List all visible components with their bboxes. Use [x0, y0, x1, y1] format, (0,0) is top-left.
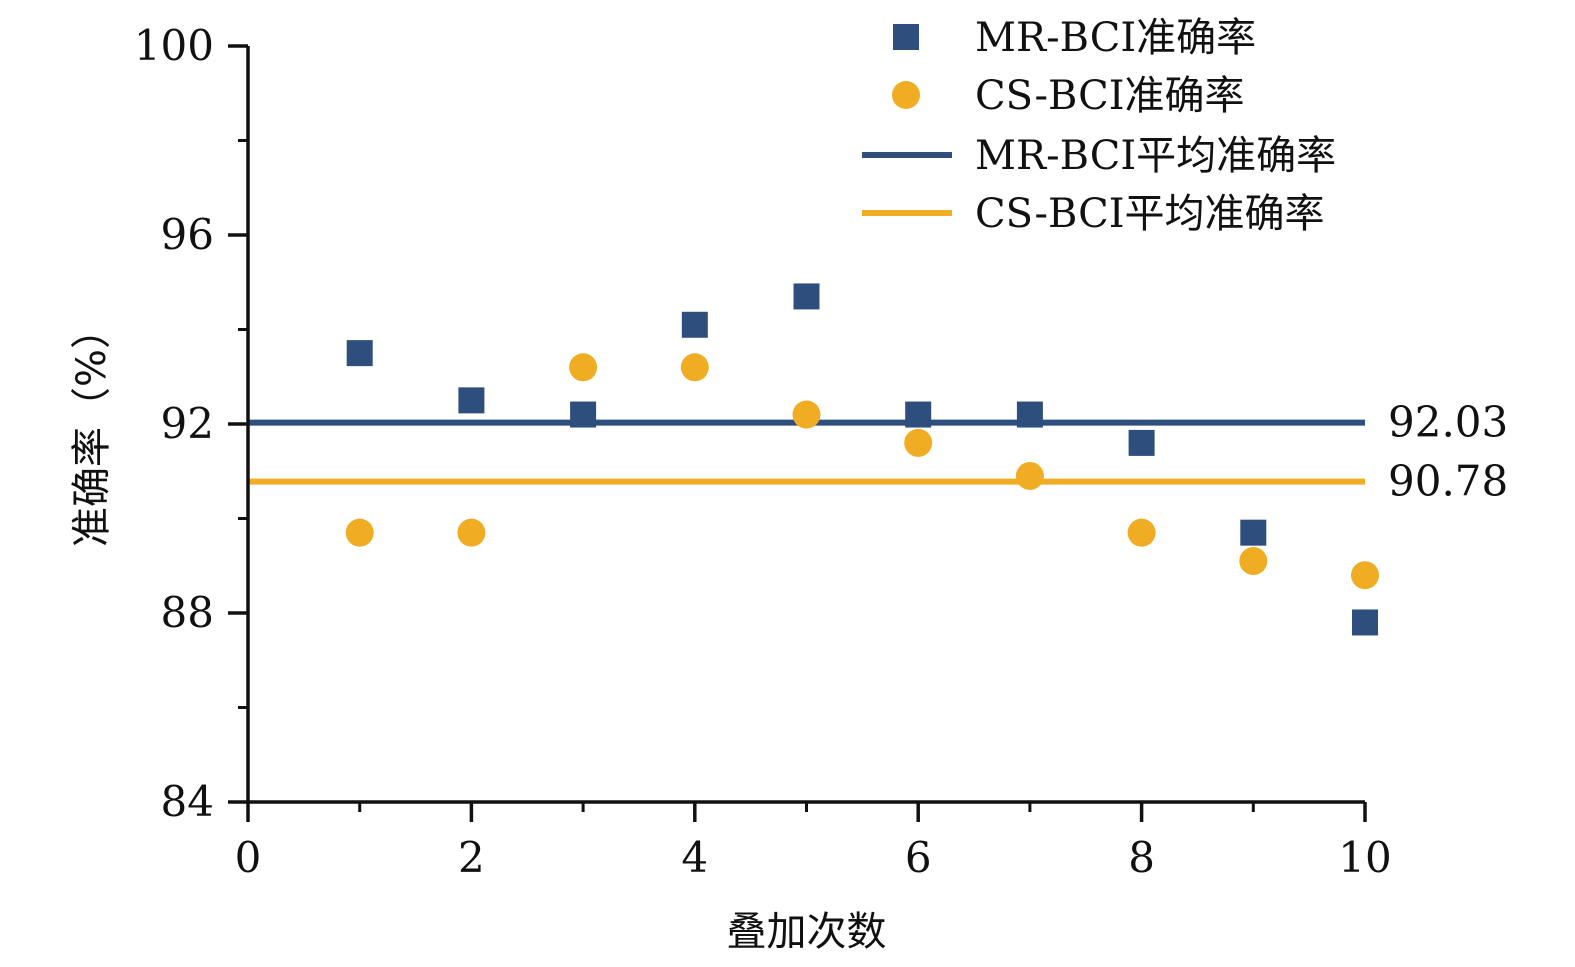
- y-tick-label: 84: [161, 777, 214, 826]
- mr-bci-point: [1016, 401, 1043, 428]
- cs-bci-point: [1015, 461, 1044, 490]
- mr-bci-point: [681, 311, 708, 338]
- reference-line-label-1: 90.78: [1388, 457, 1508, 506]
- y-tick-label: 100: [134, 21, 214, 70]
- mr-bci-point: [905, 401, 932, 428]
- mr-bci-point: [1352, 609, 1378, 636]
- legend-cs-bci-accuracy-swatch: [892, 81, 920, 109]
- x-tick-label: 4: [681, 833, 708, 882]
- y-tick-label: 92: [161, 399, 214, 448]
- cs-bci-point: [1239, 547, 1268, 576]
- x-tick-label: 6: [905, 833, 932, 882]
- x-axis-title: 叠加次数: [727, 909, 887, 955]
- mr-bci-point: [346, 340, 373, 367]
- cs-bci-point: [1127, 518, 1156, 547]
- data-points: [345, 283, 1379, 636]
- legend-mr-bci-accuracy-swatch: [893, 24, 919, 50]
- reference-line-label-0: 92.03: [1388, 398, 1508, 447]
- y-axis-title: 准确率（%）: [69, 309, 115, 547]
- x-tick-label: 2: [458, 833, 485, 882]
- mr-bci-point: [1128, 429, 1155, 456]
- x-tick-label: 8: [1128, 833, 1155, 882]
- cs-bci-point: [680, 353, 709, 382]
- legend-mr-bci-mean-label: MR-BCI平均准确率: [975, 133, 1336, 179]
- reference-lines: 92.03 90.78: [248, 398, 1508, 506]
- legend: MR-BCI准确率 CS-BCI准确率 MR-BCI平均准确率 CS-BCI平均准确率: [862, 15, 1336, 237]
- mr-bci-point: [458, 387, 485, 414]
- cs-bci-point: [345, 518, 374, 547]
- legend-mr-bci-accuracy-label: MR-BCI准确率: [975, 15, 1256, 61]
- cs-bci-point: [904, 428, 933, 457]
- axes: 84 88 92 96 100 0 2 4 6 8 10: [134, 21, 1392, 882]
- cs-bci-point: [1351, 561, 1379, 590]
- cs-bci-point: [569, 353, 598, 382]
- mr-bci-point: [570, 401, 597, 428]
- cs-bci-point: [792, 400, 821, 429]
- mr-bci-point: [793, 283, 820, 310]
- y-tick-label: 88: [161, 588, 214, 637]
- cs-bci-point: [457, 518, 486, 547]
- mr-bci-point: [1240, 519, 1267, 546]
- x-tick-label: 10: [1338, 833, 1391, 882]
- x-tick-label: 0: [235, 833, 262, 882]
- legend-cs-bci-accuracy-label: CS-BCI准确率: [975, 73, 1245, 119]
- legend-cs-bci-mean-label: CS-BCI平均准确率: [975, 191, 1325, 237]
- y-tick-label: 96: [161, 210, 214, 259]
